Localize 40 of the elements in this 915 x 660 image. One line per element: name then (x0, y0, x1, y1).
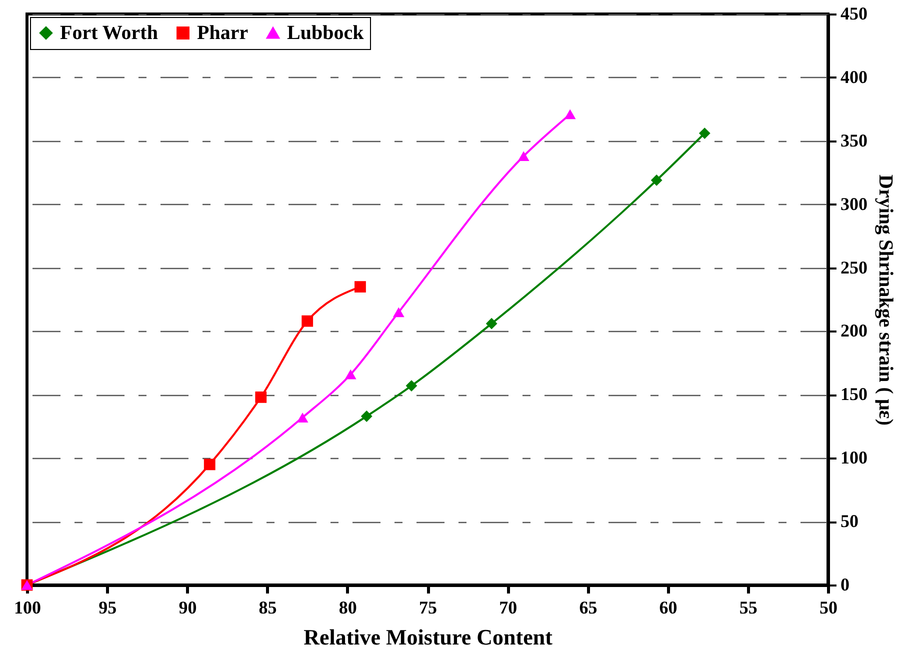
x-tick-label: 75 (419, 598, 437, 618)
x-tick-label: 70 (499, 598, 518, 618)
x-tick-label: 95 (98, 598, 117, 618)
y-axis-title: Drying Shrinakge strain ( με) (874, 174, 896, 426)
point (698, 128, 710, 139)
y-tick-label: 50 (840, 511, 858, 532)
point (518, 151, 530, 162)
x-tick-label: 50 (820, 598, 838, 618)
legend-label: Fort Worth (60, 22, 158, 44)
point (406, 380, 418, 392)
y-tick-label: 250 (840, 257, 868, 278)
y-tick-label: 300 (840, 194, 868, 214)
point (296, 412, 308, 422)
point (486, 318, 498, 330)
point (564, 109, 576, 120)
point (302, 315, 314, 327)
y-tick-label: 350 (840, 130, 868, 150)
legend-label: Pharr (197, 22, 248, 44)
point (650, 174, 662, 186)
x-tick-label: 60 (659, 598, 678, 618)
x-tick-label: 100 (14, 598, 41, 618)
y-tick-label: 150 (840, 384, 868, 404)
point (255, 392, 267, 403)
point (344, 369, 356, 380)
x-tick-label: 90 (178, 598, 197, 618)
y-tick-label: 450 (840, 4, 868, 24)
y-tick-label: 400 (840, 66, 868, 87)
x-axis-title: Relative Moisture Content (304, 624, 554, 650)
legend-label: Lubbock (287, 22, 365, 44)
point (354, 281, 366, 293)
point (392, 307, 404, 318)
point (360, 410, 372, 422)
x-tick-label: 55 (739, 598, 758, 618)
y-tick-label: 200 (840, 320, 868, 341)
point (204, 458, 216, 470)
x-tick-label: 85 (258, 598, 277, 618)
y-tick-label: 100 (840, 448, 868, 468)
x-tick-label: 65 (579, 598, 598, 618)
y-tick-label: 0 (840, 574, 850, 594)
x-tick-label: 80 (338, 598, 357, 618)
